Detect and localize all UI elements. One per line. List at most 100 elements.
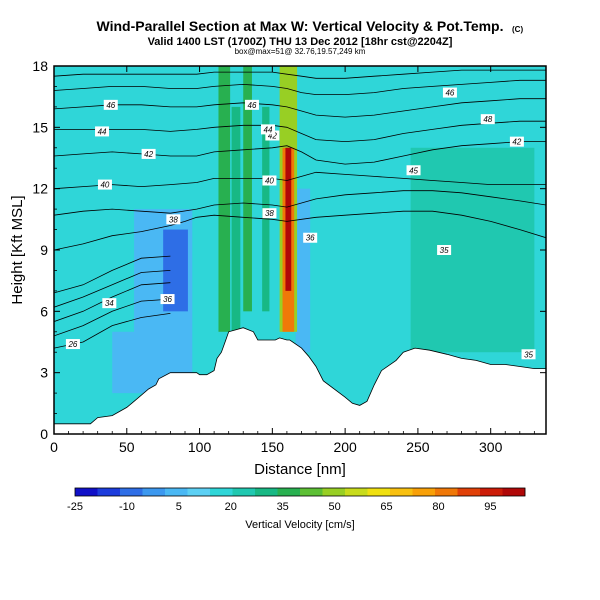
- colorbar-swatch: [367, 488, 391, 496]
- chart-title: Wind-Parallel Section at Max W: Vertical…: [96, 18, 504, 34]
- isentrope-label-bg: [262, 208, 277, 219]
- isentrope-line-11: [54, 79, 546, 95]
- isentrope-label-5: 36: [303, 232, 318, 243]
- colorbar-tick-label: 80: [432, 501, 444, 513]
- y-tick-label: 18: [32, 58, 48, 74]
- isentrope-label-8: 42: [141, 148, 156, 159]
- isentrope-label-text: 42: [512, 138, 521, 147]
- isentrope-label-text: 42: [268, 132, 277, 141]
- colorbar-swatch: [75, 488, 98, 496]
- isentrope-label-bg: [244, 99, 259, 110]
- colorbar-swatch: [277, 488, 301, 496]
- isentrope-line-10: [54, 98, 546, 118]
- isentrope-label-bg: [406, 165, 421, 176]
- colorbar-swatch: [435, 488, 458, 496]
- field-region-6: [231, 106, 241, 332]
- y-tick-label: 6: [40, 303, 48, 319]
- colorbar-tick-label: -10: [119, 501, 135, 513]
- colorbar-swatch: [412, 488, 436, 496]
- isentrope-line-4: [54, 255, 171, 294]
- velocity-field: [54, 66, 546, 434]
- isentrope-label-text: 46: [106, 101, 115, 110]
- isentrope-label-6: 40: [97, 179, 112, 190]
- colorbar-tick-label: 20: [225, 501, 237, 513]
- isentrope-label-text: 36: [306, 234, 315, 243]
- y-axis-label: Height [Kft MSL]: [9, 195, 26, 304]
- isentrope-line-6: [54, 190, 546, 216]
- isentrope-label-bg: [521, 349, 536, 360]
- x-tick-label: 100: [188, 439, 212, 455]
- isentrope-label-bg: [303, 232, 318, 243]
- isentrope-label-text: 40: [100, 181, 109, 190]
- colorbar-swatch: [232, 488, 256, 496]
- colorbar-tick-label: 95: [484, 501, 496, 513]
- colorbar-swatch: [457, 488, 481, 496]
- isentrope-label-bg: [260, 124, 275, 135]
- isentrope-line-12: [54, 69, 546, 79]
- colorbar-tick-label: 5: [176, 501, 182, 513]
- isentrope-label-4: 38: [262, 208, 277, 219]
- isentrope-label-text: 38: [265, 209, 274, 218]
- isentrope-label-text: 35: [440, 246, 449, 255]
- isentrope-line-5: [54, 210, 546, 251]
- y-tick-label: 15: [32, 119, 48, 135]
- isentrope-line-1: [54, 298, 171, 337]
- isentrope-label-14: 46: [244, 99, 259, 110]
- x-tick-label: 150: [261, 439, 285, 455]
- y-tick-label: 9: [40, 242, 48, 258]
- isentrope-label-text: 26: [67, 340, 77, 349]
- colorbar-swatch: [390, 488, 413, 496]
- isentrope-label-bg: [262, 175, 277, 186]
- isentrope-label-18: 35: [437, 245, 452, 255]
- y-tick-label: 0: [40, 426, 48, 442]
- isentrope-label-16: 45: [406, 165, 421, 176]
- colorbar-tick-label: -25: [67, 501, 83, 513]
- isentrope-label-text: 42: [144, 150, 153, 159]
- colorbar-swatch: [300, 488, 323, 496]
- isentrope-label-15: 46: [442, 87, 457, 98]
- isentrope-label-text: 40: [265, 176, 274, 185]
- colorbar-swatch: [187, 488, 211, 496]
- x-tick-label: 0: [50, 439, 58, 455]
- isentrope-label-19: 35: [521, 349, 536, 360]
- colorbar-tick-label: 65: [380, 501, 392, 513]
- colorbar-swatch: [502, 488, 526, 496]
- isentrope-label-bg: [160, 294, 175, 305]
- isentrope-label-text: 46: [248, 101, 257, 110]
- isentrope-label-bg: [102, 298, 117, 309]
- isentrope-label-text: 45: [409, 166, 418, 175]
- isentrope-label-bg: [509, 136, 524, 147]
- x-tick-label: 250: [406, 439, 430, 455]
- isentrope-label-3: 38: [166, 214, 181, 225]
- colorbar-swatch: [322, 488, 346, 496]
- y-tick-label: 12: [32, 181, 48, 197]
- isentrope-label-bg: [166, 214, 181, 225]
- isentrope-label-1: 34: [102, 298, 117, 309]
- colorbar-swatch: [97, 488, 121, 496]
- isentrope-label-bg: [480, 114, 495, 125]
- isentrope-label-17: 48: [480, 114, 495, 125]
- isentrope-label-text: 36: [163, 295, 172, 304]
- chart-box-info: box@max=51@ 32.76,19.57,249 km: [234, 47, 366, 56]
- isentrope-label-7: 40: [262, 175, 277, 186]
- isentrope-label-bg: [95, 126, 110, 137]
- x-tick-label: 300: [479, 439, 503, 455]
- isentrope-label-2: 36: [160, 294, 175, 305]
- isentrope-label-text: 44: [98, 127, 107, 136]
- colorbar-swatch: [120, 488, 143, 496]
- isentrope-label-bg: [65, 339, 80, 350]
- field-region-9: [295, 188, 311, 353]
- isentrope-label-text: 35: [524, 350, 533, 359]
- colorbar-tick-label: 50: [328, 501, 340, 513]
- isentrope-line-9: [54, 120, 546, 143]
- isentrope-label-bg: [437, 245, 452, 255]
- isentrope-line-7: [54, 171, 546, 190]
- isentrope-label-12: 44: [260, 124, 275, 135]
- isentrope-label-bg: [442, 87, 457, 98]
- field-region-7: [243, 66, 252, 312]
- colorbar-label: Vertical Velocity [cm/s]: [245, 519, 354, 531]
- isentrope-label-9: 42: [265, 130, 280, 141]
- isentrope-label-text: 34: [105, 299, 114, 308]
- terrain: [54, 327, 546, 434]
